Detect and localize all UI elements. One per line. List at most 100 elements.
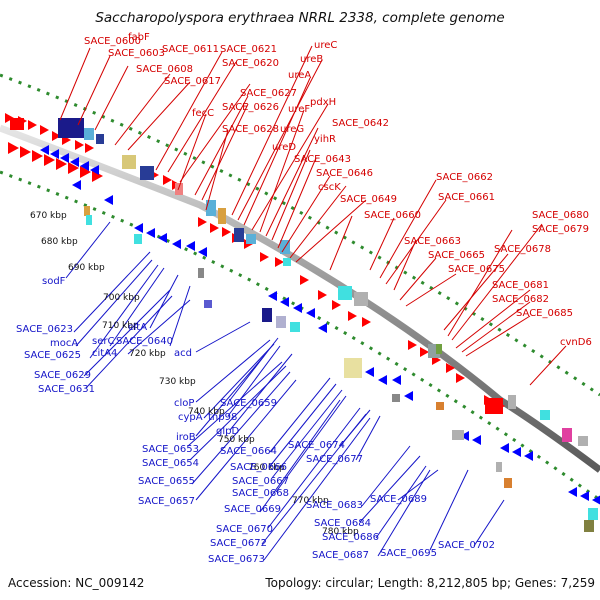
forward-gene-label: SACE_0680 — [532, 210, 589, 221]
reverse-gene-arrow — [146, 228, 155, 238]
forward-gene-label: SACE_0600 — [84, 36, 141, 47]
reverse-gene-label: SACE_0625 — [24, 350, 81, 361]
forward-gene-label: SACE_0608 — [136, 64, 193, 75]
reverse-gene-label: SACE_0657 — [138, 496, 195, 507]
gene-block — [452, 430, 464, 440]
gene-block — [283, 258, 291, 266]
gene-block — [198, 268, 204, 278]
kbp-tick-label: 780 kbp — [322, 527, 359, 537]
forward-leader-line — [329, 215, 353, 271]
reverse-gene-label: SACE_0686 — [322, 532, 379, 543]
forward-gene-label: SACE_0611 — [162, 44, 219, 55]
forward-gene-arrow — [210, 223, 219, 233]
forward-gene-label: SACE_0617 — [164, 76, 221, 87]
forward-leader-line — [399, 257, 437, 301]
gene-block — [504, 478, 512, 488]
kbp-tick-label: 690 kbp — [68, 263, 105, 273]
gene-block — [84, 206, 90, 216]
forward-gene-arrow — [92, 170, 103, 182]
kbp-tick-label: 680 kbp — [41, 237, 78, 247]
forward-gene-label: ureB — [300, 54, 323, 65]
forward-leader-line — [393, 239, 417, 291]
forward-gene-arrow — [332, 300, 341, 310]
reverse-gene-label: SACE_0664 — [220, 446, 277, 457]
label-leader-lines — [59, 45, 567, 561]
reverse-gene-arrow — [50, 149, 59, 159]
reverse-leader-line — [227, 345, 281, 417]
forward-gene-label: SACE_0649 — [340, 194, 397, 205]
reverse-gene-arrow — [80, 161, 89, 171]
forward-leader-line — [277, 157, 317, 249]
forward-gene-label: SACE_0646 — [316, 168, 373, 179]
forward-gene-arrow — [52, 131, 61, 141]
forward-gene-arrow — [408, 340, 417, 350]
reverse-gene-label: SACE_0695 — [380, 548, 437, 559]
reverse-leader-line — [229, 353, 293, 431]
gene-block — [578, 436, 588, 446]
forward-leader-line — [461, 301, 531, 353]
reverse-gene-label: SACE_0669 — [224, 504, 281, 515]
genome-backbone — [0, 124, 600, 473]
forward-leader-line — [465, 315, 531, 357]
reverse-gene-label: SACE_0640 — [116, 336, 173, 347]
kbp-tick-label: 720 kbp — [129, 349, 166, 359]
reverse-gene-label: acd — [174, 348, 192, 359]
gene-block — [540, 410, 550, 420]
reverse-gene-label: SACE_0654 — [142, 458, 199, 469]
forward-gene-arrow — [8, 142, 19, 154]
reverse-leader-line — [187, 361, 283, 447]
gene-block — [204, 300, 212, 308]
gene-block — [290, 322, 300, 332]
forward-gene-label: cvnD6 — [560, 337, 592, 348]
forward-gene-label: SACE_0603 — [108, 48, 165, 59]
reverse-gene-label: SACE_0668 — [232, 488, 289, 499]
gene-block — [140, 166, 154, 180]
reverse-leader-line — [169, 285, 191, 347]
forward-gene-label: ureD — [272, 142, 296, 153]
forward-gene-label: ureC — [314, 40, 337, 51]
forward-gene-arrow — [362, 317, 371, 327]
reverse-gene-arrow — [172, 239, 181, 249]
forward-gene-label: SACE_0643 — [294, 154, 351, 165]
reverse-leader-line — [339, 409, 371, 447]
reverse-gene-label: citA4 — [92, 348, 117, 359]
reverse-gene-arrow — [460, 431, 469, 441]
forward-leader-line — [405, 273, 457, 307]
forward-leader-line — [369, 217, 395, 271]
forward-leader-line — [155, 51, 223, 171]
reverse-gene-arrow — [592, 495, 600, 505]
reverse-leader-line — [191, 371, 291, 485]
gene-block — [262, 308, 272, 322]
forward-leader-line — [443, 253, 509, 331]
gene-block — [338, 286, 352, 300]
reverse-gene-arrow — [404, 391, 413, 401]
forward-gene-label: SACE_0626 — [222, 102, 279, 113]
reverse-gene-label: SACE_0666 — [230, 462, 287, 473]
kbp-scale: 670 kbp 680 kbp 690 kbp 700 kbp 710 kbp 720 k… — [30, 211, 359, 537]
gene-block — [175, 183, 183, 195]
forward-gene-arrow — [275, 257, 284, 267]
reverse-gene-label: iroB — [176, 432, 196, 443]
gene-block — [276, 316, 286, 328]
gene-features — [5, 113, 600, 532]
reverse-gene-label: glpD — [216, 426, 239, 437]
forward-gene-label: SACE_0675 — [448, 264, 505, 275]
reverse-gene-label: SACE_0653 — [142, 444, 199, 455]
forward-leader-line — [167, 61, 237, 173]
gene-block — [508, 395, 516, 409]
forward-leader-line — [94, 65, 129, 131]
forward-gene-arrow — [75, 140, 84, 150]
reverse-gene-label: SACE_0655 — [138, 476, 195, 487]
forward-gene-label: yihR — [314, 134, 336, 145]
reverse-gene-arrow — [318, 323, 327, 333]
forward-leader-line — [59, 47, 91, 121]
reverse-gene-label: SACE_0687 — [312, 550, 369, 561]
forward-leader-line — [379, 179, 437, 279]
forward-gene-arrow — [198, 217, 207, 227]
reverse-leader-line — [397, 469, 439, 501]
reverse-leader-line — [83, 289, 171, 377]
reverse-gene-label: cloP — [174, 398, 194, 409]
track-ring — [0, 170, 600, 502]
forward-gene-label: SACE_0620 — [222, 58, 279, 69]
reverse-gene-arrow — [134, 223, 143, 233]
